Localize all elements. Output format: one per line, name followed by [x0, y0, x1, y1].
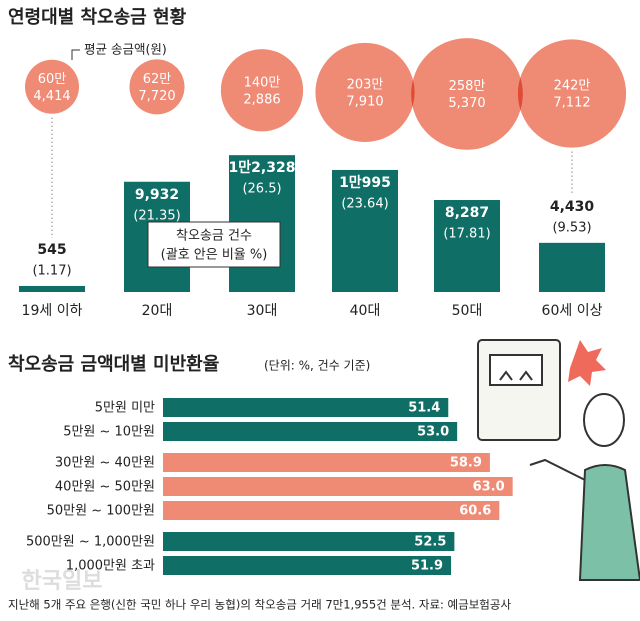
- bubble-label: 60만 4,414: [33, 71, 70, 103]
- bubble: [220, 49, 304, 132]
- chart-title: 연령대별 착오송금 현황: [8, 7, 187, 28]
- bubble-label-line: 242만: [554, 78, 591, 93]
- bar: [163, 532, 455, 551]
- bar: [163, 477, 513, 496]
- bubble-label: 242만 7,112: [553, 78, 590, 110]
- bubble: [411, 38, 523, 150]
- y-tick-label: 30만원 ~ 40만원: [55, 456, 155, 471]
- y-tick-label: 50만원 ~ 100만원: [47, 504, 155, 519]
- legend-label: (괄호 안은 비율 %): [161, 248, 268, 263]
- bar: [163, 422, 458, 441]
- count-label: 4,430: [550, 199, 595, 215]
- value-label: 53.0: [417, 425, 449, 440]
- bubble-label-line: 5,370: [448, 95, 485, 110]
- bubble: [25, 59, 79, 114]
- bubble: [315, 42, 415, 142]
- legend-box: [147, 221, 281, 268]
- count-label: 545: [37, 242, 66, 258]
- bubble-label: 203만 7,910: [346, 77, 383, 109]
- bubble-label: 140만 2,886: [243, 75, 280, 107]
- count-label: 1만995: [339, 175, 391, 191]
- value-label: 52.5: [414, 535, 446, 550]
- bubble-label-line: 203만: [347, 77, 384, 92]
- y-tick-label: 1,000만원 초과: [66, 559, 155, 574]
- legend-bracket: [71, 49, 80, 60]
- legend-label: 평균 송금액(원): [84, 42, 167, 57]
- bubble-label-line: 7,112: [553, 95, 590, 110]
- bubble: [129, 59, 185, 115]
- x-tick-label: 50대: [452, 303, 483, 319]
- pct-label: (9.53): [552, 220, 591, 235]
- x-tick-label: 60세 이상: [542, 303, 603, 319]
- pct-label: (17.81): [443, 227, 490, 242]
- bubble-label: 62만 7,720: [138, 71, 175, 103]
- source: 지난해 5개 주요 은행(신한 국민 하나 우리 농협)의 착오송금 거래 7만…: [8, 598, 511, 612]
- chart-subtitle: (단위: %, 건수 기준): [264, 359, 370, 373]
- bubble-label-line: 60만: [38, 71, 67, 86]
- y-tick-label: 500만원 ~ 1,000만원: [26, 535, 155, 550]
- value-label: 51.9: [411, 559, 443, 574]
- bar: [163, 501, 500, 520]
- bar: [163, 556, 452, 575]
- bubble-label-line: 4,414: [33, 88, 70, 103]
- value-label: 63.0: [473, 480, 505, 495]
- bubble-label-line: 2,886: [243, 92, 280, 107]
- y-tick-label: 5만원 ~ 10만원: [63, 425, 155, 440]
- y-tick-label: 5만원 미만: [95, 401, 155, 416]
- pct-label: (23.64): [341, 196, 388, 211]
- count-label: 9,932: [135, 187, 179, 203]
- bar: [434, 200, 500, 292]
- bar: [19, 285, 85, 292]
- value-label: 51.4: [408, 401, 440, 416]
- bar: [163, 398, 449, 417]
- bubble-label: 258만 5,370: [448, 78, 485, 110]
- x-tick-label: 40대: [350, 303, 381, 319]
- pct-label: (1.17): [32, 263, 71, 278]
- legend-label: 착오송금 건수: [176, 229, 252, 244]
- bubble-label-line: 7,720: [138, 88, 175, 103]
- bubble: [517, 39, 627, 148]
- bar: [539, 242, 605, 292]
- bubble-label-line: 62만: [143, 71, 172, 86]
- x-tick-label: 19세 이하: [22, 303, 83, 319]
- bubble-label-line: 140만: [244, 75, 281, 90]
- x-tick-label: 30대: [247, 303, 278, 319]
- bubble-label-line: 258만: [449, 78, 486, 93]
- pct-label: (21.35): [133, 208, 180, 223]
- value-label: 58.9: [450, 456, 482, 471]
- y-tick-label: 40만원 ~ 50만원: [55, 480, 155, 495]
- x-tick-label: 20대: [142, 303, 173, 319]
- pct-label: (26.5): [242, 182, 281, 197]
- bubble-label-line: 7,910: [346, 94, 383, 109]
- watermark: 한국일보: [22, 569, 103, 594]
- count-label: 8,287: [445, 205, 489, 221]
- bar: [332, 169, 398, 292]
- count-label: 1만2,328: [229, 160, 296, 176]
- bar: [163, 453, 490, 472]
- value-label: 60.6: [459, 504, 491, 519]
- illustration: [477, 339, 640, 581]
- chart-title: 착오송금 금액대별 미반환율: [8, 353, 219, 375]
